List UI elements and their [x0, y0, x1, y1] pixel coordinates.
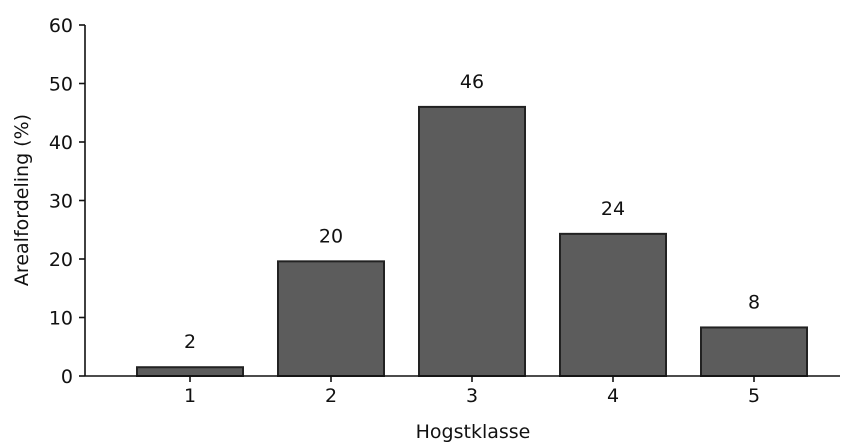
data-label-1: 2	[184, 331, 196, 353]
y-tick-label-50: 50	[49, 74, 73, 96]
x-tick-label-4: 4	[607, 385, 619, 407]
x-axis-title: Hogstklasse	[416, 421, 531, 443]
bar-4	[559, 232, 667, 377]
y-tick-label-0: 0	[61, 366, 73, 388]
y-tick-label-30: 30	[49, 191, 73, 213]
data-label-3: 46	[460, 71, 484, 93]
data-label-5: 8	[748, 291, 760, 313]
x-tick-label-1: 1	[184, 385, 196, 407]
bar-2	[277, 260, 385, 377]
y-axis-title: Arealfordeling (%)	[11, 114, 33, 286]
y-tick-label-20: 20	[49, 249, 73, 271]
data-label-4: 24	[601, 198, 625, 220]
data-label-2: 20	[319, 225, 343, 247]
x-tick-label-5: 5	[748, 385, 760, 407]
bar-3	[418, 105, 526, 378]
y-tick-label-10: 10	[49, 308, 73, 330]
bar-1	[136, 366, 244, 378]
y-tick-label-40: 40	[49, 132, 73, 154]
x-tick-label-2: 2	[325, 385, 337, 407]
x-tick-label-3: 3	[466, 385, 478, 407]
bar-5	[700, 326, 808, 378]
y-tick-label-60: 60	[49, 15, 73, 37]
